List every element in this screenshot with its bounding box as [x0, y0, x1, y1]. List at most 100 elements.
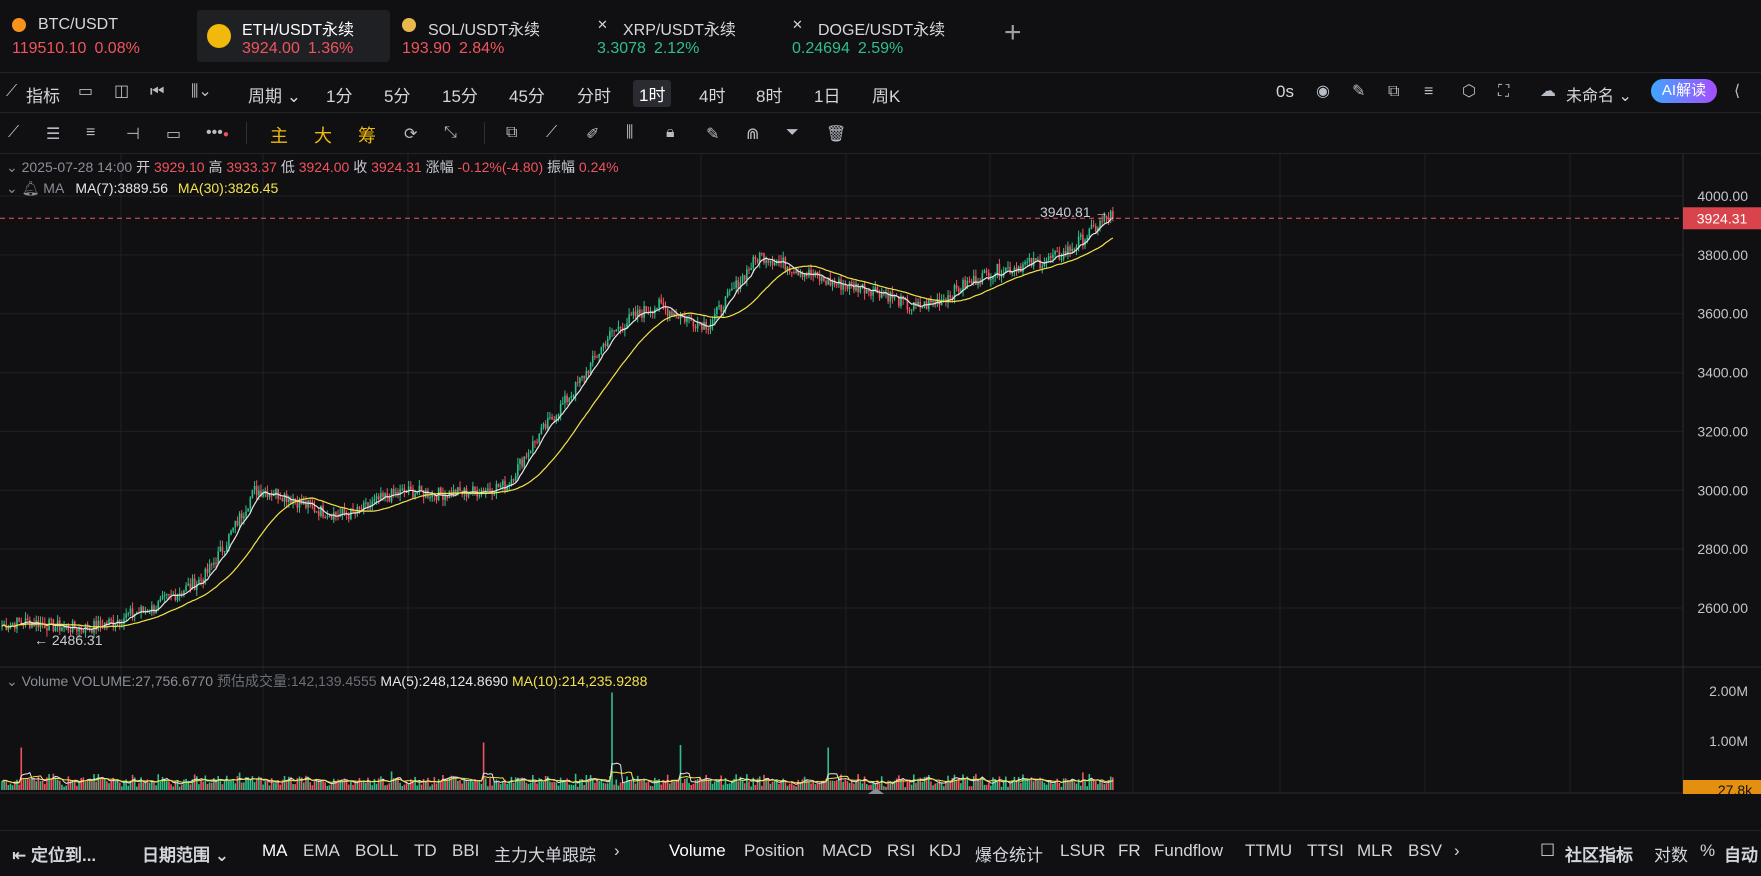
indicator-macd[interactable]: MACD [822, 841, 873, 860]
scroll-right-icon[interactable]: › [614, 841, 620, 860]
indicator-bsv[interactable]: BSV [1408, 841, 1443, 860]
collapse-icon[interactable]: ⌄ [6, 673, 18, 689]
big-order-button[interactable]: 大 [314, 126, 332, 146]
indicator-fr[interactable]: FR [1118, 841, 1141, 860]
scroll-right-icon[interactable]: › [1454, 841, 1460, 860]
magnet-icon[interactable]: ⋒ [746, 126, 760, 143]
sync-icon[interactable]: ⟳ [404, 126, 418, 143]
list-icon[interactable]: ≡ [1424, 83, 1434, 100]
indicator-ema[interactable]: EMA [303, 841, 340, 860]
tab-sol[interactable]: SOL/USDT永续 193.90 2.84% [390, 10, 576, 62]
candle-type-icon[interactable]: ⫼⌄ [191, 83, 212, 100]
interval-1m[interactable]: 1分 [326, 87, 353, 106]
chip-button[interactable]: 筹 [358, 126, 376, 146]
parallel-lines-icon[interactable]: ☰ [46, 126, 61, 143]
note-icon[interactable]: ⧉ [1388, 83, 1400, 100]
candle-body [987, 272, 990, 281]
edit-icon[interactable]: ✎ [706, 126, 720, 143]
layout-icon[interactable]: ◫ [114, 83, 130, 100]
main-force-button[interactable]: 主 [270, 126, 288, 146]
tab-xrp[interactable]: ✕ XRP/USDT永续 3.3078 2.12% [585, 10, 775, 62]
indicator-position[interactable]: Position [744, 841, 805, 860]
volume-bar [758, 776, 761, 790]
horizontal-ray-icon[interactable]: ⊣ [126, 126, 140, 143]
indicator-main-force[interactable]: 主力大单跟踪 [494, 846, 596, 865]
community-edit-icon[interactable]: ☐ [1540, 841, 1556, 860]
tab-btc[interactable]: BTC/USDT 119510.10 0.08% [0, 10, 186, 62]
locate-button[interactable]: ⇤ 定位到... [12, 846, 97, 865]
pencil-icon[interactable]: ✎ [1352, 83, 1366, 100]
alert-bell-icon[interactable]: 🔔︎ [21, 180, 40, 196]
indicator-ma[interactable]: MA [262, 841, 288, 860]
interval-5m[interactable]: 5分 [384, 87, 411, 106]
lock-icon[interactable]: 🔒︎ [666, 124, 675, 141]
interval-1d[interactable]: 1日 [814, 87, 841, 106]
log-scale-button[interactable]: 对数 [1654, 846, 1688, 865]
community-indicators-button[interactable]: 社区指标 [1565, 846, 1633, 865]
auto-scale-button[interactable]: 自动 [1724, 846, 1758, 865]
calendar-icon[interactable]: ▭ [78, 83, 94, 100]
brush-icon[interactable]: ✐ [586, 126, 600, 143]
candles-icon[interactable]: ⫼ [626, 124, 634, 141]
candle-body [429, 497, 431, 499]
indicator-fundflow[interactable]: Fundflow [1154, 841, 1223, 860]
camera-icon[interactable]: ◉ [1316, 83, 1330, 100]
interval-15m[interactable]: 15分 [442, 87, 478, 106]
cloud-icon[interactable]: ☁ [1540, 83, 1556, 100]
candle-body [228, 534, 230, 546]
ai-interpret-button[interactable]: AI解读 [1651, 79, 1717, 103]
candle-body [1067, 246, 1069, 255]
indicator-td[interactable]: TD [414, 841, 437, 860]
more-tools-icon[interactable]: •••● [206, 124, 229, 141]
indicator-volume[interactable]: Volume [669, 841, 726, 860]
indicator-button[interactable]: 指标 [26, 87, 60, 106]
copy-icon[interactable]: ⧉ [506, 124, 518, 141]
volume-bar [532, 774, 534, 790]
indicator-lsur[interactable]: LSUR [1060, 841, 1106, 860]
indicator-ttmu[interactable]: TTMU [1245, 841, 1293, 860]
indicator-mlr[interactable]: MLR [1357, 841, 1393, 860]
add-tab-icon[interactable]: + [1004, 16, 1022, 49]
volume-bar [604, 783, 607, 790]
trend-line-icon[interactable]: ⟋ [8, 124, 20, 141]
volume-bar [285, 782, 288, 790]
tab-eth[interactable]: ETH/USDT永续 3924.00 1.36% [197, 10, 390, 62]
indicator-ttsi[interactable]: TTSI [1307, 841, 1344, 860]
percent-scale-button[interactable]: % [1700, 841, 1716, 860]
indicator-boll[interactable]: BOLL [355, 841, 399, 860]
interval-timeline[interactable]: 分时 [577, 87, 611, 106]
price-chart[interactable]: 4000.00 3800.00 3600.00 3400.00 3200.00 3000.… [0, 154, 1761, 794]
trash-icon[interactable]: 🗑︎ [826, 126, 847, 143]
candle-body [1043, 263, 1046, 267]
rectangle-icon[interactable]: ▭ [166, 126, 182, 143]
chart-area[interactable]: 4000.00 3800.00 3600.00 3400.00 3200.00 3000.… [0, 154, 1761, 794]
candle-body [1035, 258, 1037, 261]
indicator-bbi[interactable]: BBI [452, 841, 480, 860]
filter-icon[interactable]: ⏷ [786, 124, 799, 141]
period-dropdown[interactable]: 周期 ⌄ [248, 87, 301, 106]
indicator-rsi[interactable]: RSI [887, 841, 916, 860]
share-icon[interactable]: ⟨ [1734, 83, 1741, 100]
volume-bar [352, 784, 354, 790]
interval-week[interactable]: 周K [872, 87, 901, 106]
measure-icon[interactable]: ⤡ [444, 124, 457, 141]
candle-body [328, 515, 331, 517]
tab-doge[interactable]: ✕ DOGE/USDT永续 0.24694 2.59% [780, 10, 980, 62]
collapse-icon[interactable]: ⌄ [6, 159, 18, 175]
interval-8h[interactable]: 8时 [756, 87, 783, 106]
indicator-liquidation[interactable]: 爆仓统计 [975, 846, 1043, 865]
replay-icon[interactable]: ⏮ [150, 83, 165, 100]
candle-body [754, 256, 757, 259]
interval-4h[interactable]: 4时 [699, 87, 726, 106]
interval-45m[interactable]: 45分 [509, 87, 545, 106]
layout-name-dropdown[interactable]: 未命名 ⌄ [1566, 88, 1632, 105]
collapse-icon[interactable]: ⌄ [6, 180, 18, 196]
indicator-kdj[interactable]: KDJ [929, 841, 962, 860]
ruler-icon[interactable]: ⟋ [546, 124, 558, 141]
horizontal-lines-icon[interactable]: ≡ [86, 124, 96, 141]
fullscreen-icon[interactable]: ⛶ [1498, 83, 1510, 100]
interval-1h[interactable]: 1时 [633, 80, 672, 107]
settings-icon[interactable]: ⬡ [1462, 83, 1476, 100]
date-range-dropdown[interactable]: 日期范围 ⌄ [142, 846, 229, 865]
volume-bar [923, 777, 926, 790]
